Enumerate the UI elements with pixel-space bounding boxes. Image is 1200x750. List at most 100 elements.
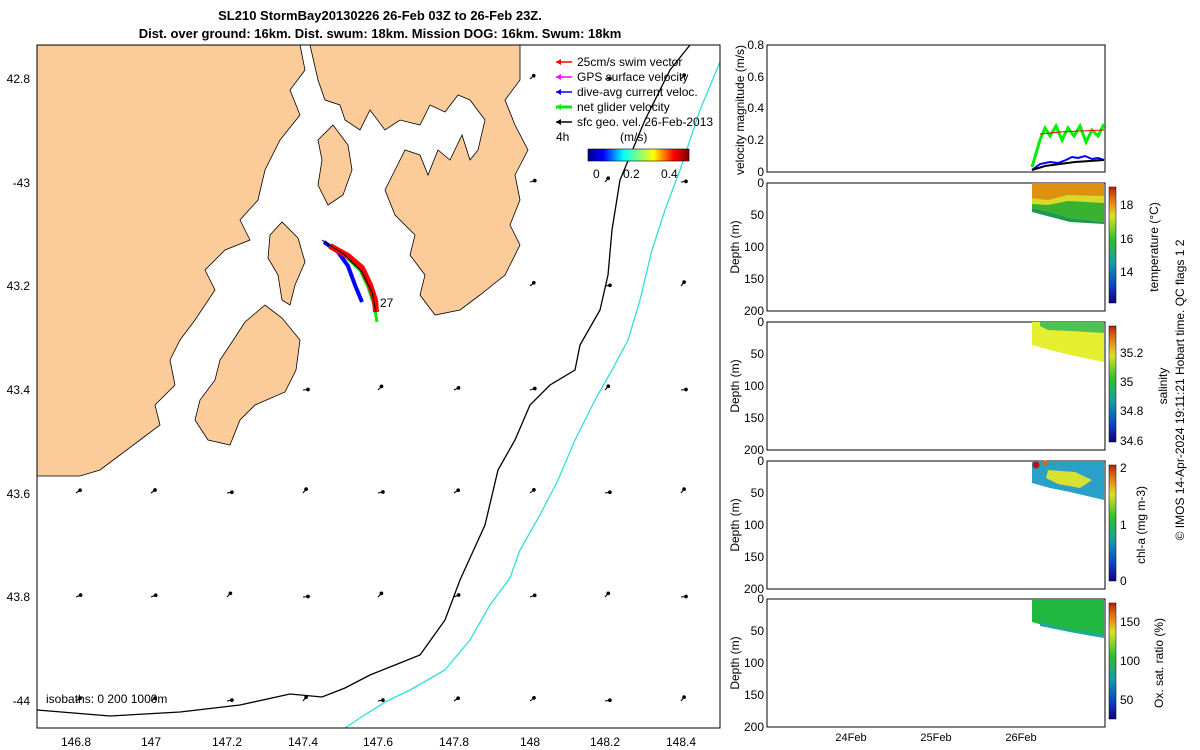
map-panel: 27 isobaths: 0 200 1000m 25cm/s swim vec…	[7, 44, 721, 749]
chla-y-label: Depth (m)	[728, 498, 742, 551]
temperature-panel: 18 16 14 temperature (°C) 0 50 100 150 2…	[728, 176, 1161, 318]
land-masses	[37, 45, 529, 477]
geo-arrow-head	[531, 280, 536, 285]
oxygen-y-tick-3: 150	[744, 688, 764, 702]
oxygen-y-tick-4: 200	[744, 720, 764, 734]
temperature-cbar-tick-1: 16	[1120, 232, 1134, 246]
footer-note: © IMOS 14-Apr-2024 19:11:21 Hobart time.…	[1173, 239, 1187, 540]
temperature-cbar-tick-0: 18	[1120, 198, 1134, 212]
map-x-tick-2: 147.2	[212, 735, 242, 749]
oxygen-frame	[766, 598, 1106, 728]
chla-y-tick-3: 150	[744, 550, 764, 564]
map-y-tick-6: -44	[13, 694, 31, 708]
oxygen-cbar-tick-1: 100	[1120, 654, 1140, 668]
salinity-y-tick-0: 0	[757, 315, 764, 329]
geo-arrow-head	[532, 488, 536, 492]
geo-arrow-head	[379, 591, 384, 596]
oxygen-y-label: Depth (m)	[728, 636, 742, 689]
geo-arrow-head	[78, 488, 82, 493]
velocity-panel: 0 0.2 0.4 0.6 0.8 velocity magnitude (m/…	[733, 38, 1106, 179]
land-tasman-peninsula	[194, 304, 301, 446]
map-x-tick-8: 148.4	[666, 735, 696, 749]
geo-arrow-head	[456, 593, 461, 597]
temperature-y-ticks: 0 50 100 150 200	[744, 176, 764, 318]
chla-y-tick-0: 0	[757, 454, 764, 468]
time-x-ticks: 24Feb 25Feb 26Feb	[835, 732, 1036, 744]
salinity-y-ticks: 0 50 100 150 200	[744, 315, 764, 457]
salinity-cbar-tick-1: 35	[1120, 375, 1134, 389]
geo-arrow-head	[381, 698, 385, 702]
oxygen-y-tick-0: 0	[757, 592, 764, 606]
map-x-tick-4: 147.6	[363, 735, 393, 749]
chla-cbar-tick-2: 0	[1120, 574, 1127, 588]
time-x-tick-0: 24Feb	[835, 732, 866, 744]
legend-label-dive: dive-avg current veloc.	[577, 85, 698, 99]
chla-cbar-label: chl-a (mg m-3)	[1134, 486, 1148, 564]
legend-label-net: net glider velocity	[577, 100, 670, 114]
geo-arrow-head	[682, 487, 686, 491]
salinity-y-tick-2: 100	[744, 379, 764, 393]
salinity-y-label: Depth (m)	[728, 359, 742, 412]
temperature-section-warm	[1032, 183, 1104, 200]
colorbar-tick-2: 0.4	[661, 167, 678, 181]
geo-arrow-head	[608, 283, 612, 288]
velocity-y-tick-2: 0.4	[747, 101, 764, 115]
velocity-series-dive	[1031, 154, 1105, 171]
salinity-colorbar	[1108, 325, 1117, 443]
oxygen-section-data	[1032, 599, 1104, 638]
legend-item-swim: 25cm/s swim vector	[556, 55, 682, 69]
geo-arrow-head	[682, 695, 686, 699]
temperature-y-tick-2: 100	[744, 240, 764, 254]
map-y-tick-5: 43.8	[7, 590, 31, 604]
time-label: 4h	[556, 130, 569, 144]
salinity-y-tick-3: 150	[744, 411, 764, 425]
geo-arrow-head	[532, 593, 537, 598]
glider-track	[321, 239, 379, 323]
geo-arrow-head	[381, 490, 385, 494]
geo-arrow-head	[608, 490, 612, 495]
map-x-ticks: 146.8 147 147.2 147.4 147.6 147.8 148 14…	[61, 735, 696, 749]
legend-label-geo: sfc geo. vel. 26-Feb-2013	[577, 115, 713, 129]
geo-arrow-head	[456, 488, 461, 493]
map-frame	[36, 44, 721, 729]
geo-arrow-head	[228, 591, 233, 596]
chla-section-patch	[1046, 470, 1092, 488]
legend-item-net: net glider velocity	[556, 100, 670, 114]
geo-arrow-head	[684, 387, 688, 392]
oxygen-y-tick-1: 50	[751, 624, 765, 638]
map-x-tick-6: 148	[520, 735, 540, 749]
temperature-y-tick-3: 150	[744, 272, 764, 286]
geo-velocity-arrows	[75, 73, 688, 703]
salinity-cbar-tick-0: 35.2	[1120, 346, 1144, 360]
geo-arrow-head	[153, 593, 158, 598]
time-x-tick-2: 26Feb	[1005, 732, 1036, 744]
oxygen-cbar-tick-2: 50	[1120, 693, 1134, 707]
legend-label-swim: 25cm/s swim vector	[577, 55, 682, 69]
geo-arrow-head	[78, 593, 83, 597]
speed-colorbar	[587, 148, 690, 162]
salinity-section-top	[1040, 322, 1104, 333]
salinity-cbar-tick-3: 34.6	[1120, 434, 1144, 448]
track-label: 27	[380, 296, 394, 310]
chla-section-high-2	[1042, 460, 1048, 466]
map-area: 27 isobaths: 0 200 1000m	[37, 45, 720, 728]
velocity-y-tick-1: 0.2	[747, 133, 764, 147]
geo-arrow-head	[531, 73, 536, 78]
geo-arrow-head	[682, 73, 687, 77]
geo-arrow-head	[608, 76, 612, 81]
map-x-tick-5: 147.8	[439, 735, 469, 749]
velocity-y-tick-0: 0	[757, 165, 764, 179]
geo-arrow-head	[230, 490, 234, 495]
legend-item-dive: dive-avg current veloc.	[556, 85, 698, 99]
legend-label-gps: GPS surface velocity	[577, 70, 688, 84]
geo-arrow-head	[606, 384, 611, 389]
legend: 25cm/s swim vector GPS surface velocity …	[556, 55, 713, 181]
geo-arrow-head	[306, 594, 310, 599]
temperature-frame	[766, 182, 1106, 312]
chart-title-line1: SL210 StormBay20130226 26-Feb 03Z to 26-…	[218, 8, 542, 23]
geo-arrow-head	[230, 698, 234, 702]
time-x-tick-1: 25Feb	[920, 732, 951, 744]
geo-arrow-head	[306, 387, 310, 392]
chla-y-ticks: 0 50 100 150 200	[744, 454, 764, 596]
